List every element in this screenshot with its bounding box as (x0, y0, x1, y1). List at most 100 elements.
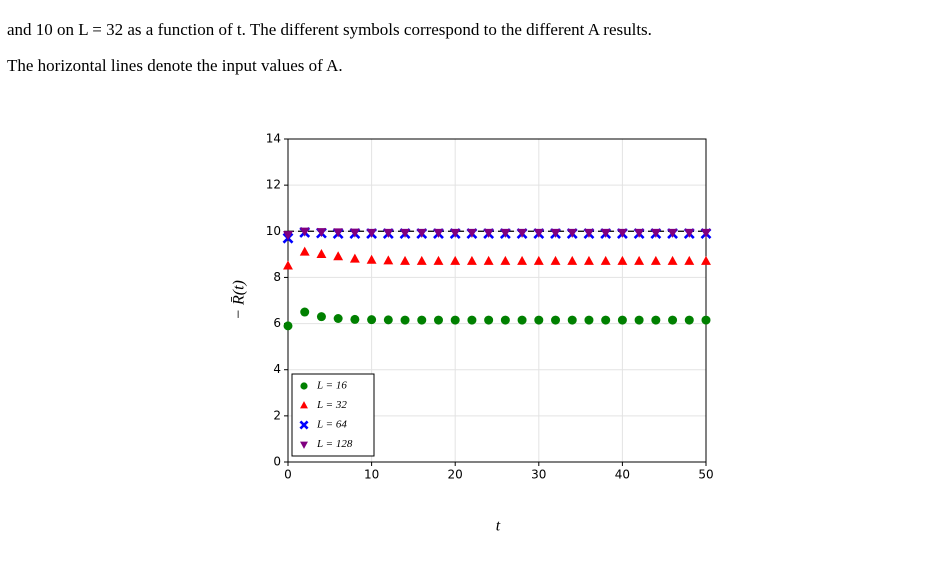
data-point (517, 228, 528, 238)
y-tick-label: 12 (266, 178, 281, 192)
data-point (333, 251, 344, 261)
data-point (466, 255, 477, 265)
data-point (701, 315, 711, 325)
data-point (433, 255, 444, 265)
data-point (701, 255, 711, 265)
legend-marker (300, 382, 308, 390)
legend-marker (300, 441, 308, 449)
y-tick-label: 0 (273, 455, 281, 469)
data-point (667, 255, 678, 265)
data-point (417, 315, 427, 325)
text-line: The horizontal lines denote the input va… (7, 56, 343, 75)
x-tick-label: 0 (284, 468, 292, 482)
data-point (416, 255, 427, 265)
data-point (366, 228, 377, 238)
data-point (333, 228, 344, 238)
data-point (416, 228, 427, 238)
data-point (283, 321, 293, 331)
data-point (483, 228, 494, 238)
data-point (316, 248, 327, 258)
data-point (550, 255, 561, 265)
x-tick-label: 40 (615, 468, 630, 482)
data-point (383, 315, 393, 325)
data-point (400, 255, 410, 265)
legend-label: L = 32 (316, 399, 347, 411)
y-tick-label: 2 (273, 408, 281, 422)
data-point (450, 255, 461, 265)
data-point (283, 260, 293, 270)
data-point (584, 228, 594, 238)
data-point (651, 315, 661, 325)
data-point (349, 253, 360, 263)
y-tick-label: 6 (273, 316, 281, 330)
data-point (567, 228, 578, 238)
data-point (500, 315, 510, 325)
legend-label: L = 128 (316, 438, 353, 450)
data-point (483, 255, 494, 265)
data-point (350, 314, 360, 324)
data-point (617, 255, 628, 265)
data-point (567, 315, 577, 325)
plot-frame (287, 138, 707, 463)
data-point (484, 315, 494, 325)
data-point (650, 228, 661, 238)
legend-label: L = 64 (316, 419, 347, 431)
data-point (366, 254, 377, 264)
legend-marker (299, 420, 309, 430)
data-point (551, 315, 561, 325)
data-point (584, 315, 594, 325)
y-axis-label: − R̄(t) (231, 280, 248, 320)
data-point (316, 312, 326, 322)
data-point (600, 255, 611, 265)
data-point (684, 315, 694, 325)
data-point (400, 315, 410, 325)
data-point (349, 228, 360, 238)
data-point (634, 228, 645, 238)
data-point (617, 315, 627, 325)
data-point (533, 255, 544, 265)
data-point (333, 313, 343, 323)
data-point (500, 255, 511, 265)
data-point (634, 255, 645, 265)
data-point (433, 315, 443, 325)
data-point (533, 228, 544, 238)
data-point (667, 228, 678, 238)
data-point (450, 228, 461, 238)
data-point (584, 255, 594, 265)
data-point (400, 228, 410, 238)
x-axis-label: t (496, 518, 501, 535)
data-point (668, 315, 678, 325)
y-tick-label: 8 (273, 270, 281, 284)
y-tick-label: 14 (266, 132, 281, 146)
data-point (367, 315, 377, 325)
y-tick-label: 4 (273, 362, 281, 376)
data-point (567, 255, 578, 265)
x-tick-label: 20 (448, 468, 463, 482)
x-tick-label: 30 (531, 468, 546, 482)
data-point (534, 315, 544, 325)
x-tick-label: 50 (698, 468, 713, 482)
data-point (383, 228, 394, 238)
data-point (466, 228, 477, 238)
data-point (517, 255, 528, 265)
data-point (634, 315, 644, 325)
data-point (450, 315, 460, 325)
data-point (517, 315, 527, 325)
text-line: and 10 on L = 32 as a function of t. The… (7, 20, 652, 39)
data-point (433, 228, 444, 238)
data-point (617, 228, 628, 238)
data-point (299, 227, 310, 237)
data-point (550, 228, 561, 238)
y-tick-label: 10 (266, 224, 281, 238)
data-point (300, 307, 310, 317)
data-point (684, 228, 695, 238)
data-point (283, 231, 293, 241)
data-point (467, 315, 477, 325)
legend-marker (300, 401, 308, 409)
data-point (383, 255, 394, 265)
data-point (316, 228, 327, 238)
legend-label: L = 16 (316, 380, 347, 392)
data-point (701, 228, 711, 238)
data-point (500, 228, 511, 238)
